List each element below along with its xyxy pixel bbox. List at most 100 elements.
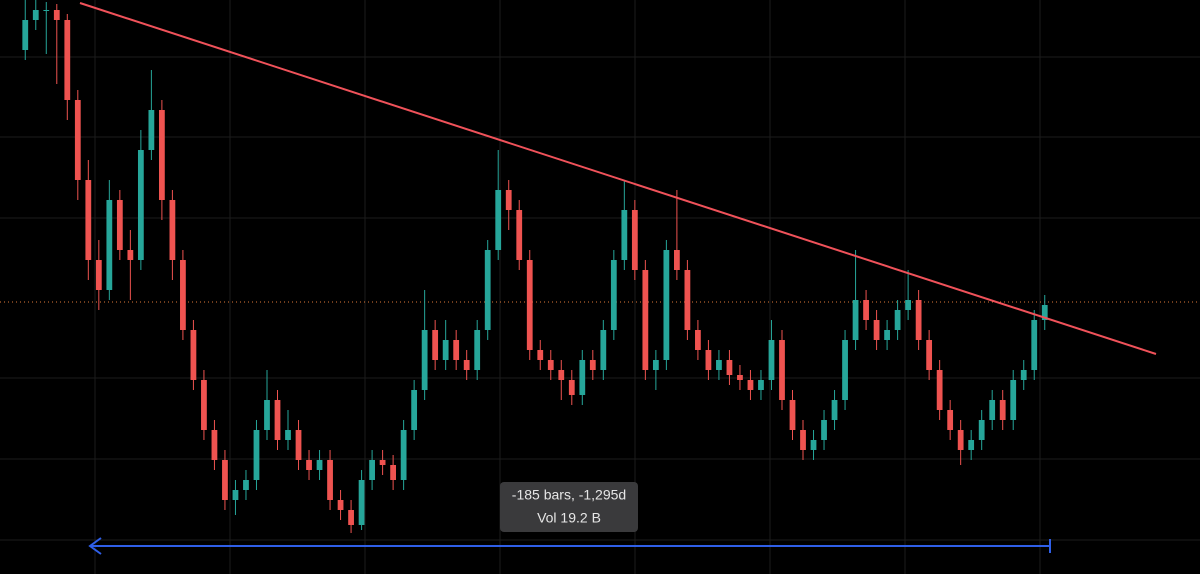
candle-body: [442, 340, 449, 360]
candle-body: [211, 430, 218, 460]
candle-body: [390, 465, 397, 480]
candle-body: [327, 460, 333, 500]
candle-body: [852, 300, 859, 340]
measure-tooltip: -185 bars, -1,295d Vol 19.2 B: [500, 482, 638, 532]
candle-body: [526, 260, 533, 350]
candle-body: [1031, 320, 1038, 370]
candle-body: [758, 380, 764, 390]
candle-body: [158, 110, 165, 200]
candle-body: [495, 190, 502, 250]
candle-body: [747, 380, 754, 390]
measure-arrow[interactable]: [88, 537, 1051, 555]
candle-body: [148, 110, 155, 150]
candle-body: [1010, 380, 1017, 420]
candle-body: [369, 460, 375, 480]
candle-body: [631, 210, 638, 270]
candle-body: [421, 330, 428, 390]
candle-body: [285, 430, 291, 440]
arrow-head: [88, 537, 102, 555]
candle-body: [915, 300, 922, 340]
candle-body: [116, 200, 123, 250]
candle-body: [253, 430, 260, 480]
candle-body: [610, 260, 617, 330]
candle-body: [779, 340, 785, 400]
candle-body: [989, 400, 996, 420]
candle-body: [316, 460, 323, 470]
candle-body: [169, 200, 176, 260]
candle-body: [127, 250, 134, 260]
candles: [22, 0, 1048, 533]
candle-body: [358, 480, 365, 525]
candle-body: [474, 330, 481, 370]
candle-body: [274, 400, 281, 440]
candle-body: [137, 150, 144, 260]
candle-body: [589, 360, 596, 370]
candle-body: [484, 250, 491, 330]
candle-body: [999, 400, 1006, 420]
candle-body: [74, 100, 81, 180]
candle-body: [621, 210, 628, 260]
candle-body: [579, 360, 586, 395]
candle-body: [800, 430, 806, 450]
candle-body: [695, 330, 701, 350]
candle-body: [568, 380, 575, 395]
candle-body: [232, 490, 239, 500]
tooltip-line: Vol 19.2 B: [537, 510, 601, 526]
candle-body: [264, 400, 270, 430]
candle-body: [652, 360, 659, 370]
candle-body: [957, 430, 964, 450]
candle-body: [926, 340, 933, 370]
candle-body: [243, 480, 249, 490]
candle-body: [978, 420, 985, 440]
trend-line[interactable]: [79, 2, 1157, 355]
candle-body: [432, 330, 439, 360]
candle-body: [64, 20, 71, 100]
candle-body: [400, 430, 407, 480]
candle-body: [1020, 370, 1027, 380]
candle-body: [106, 200, 113, 290]
candle-body: [673, 250, 680, 270]
candle-body: [684, 270, 691, 330]
candle-body: [337, 500, 344, 510]
candle-body: [180, 260, 186, 330]
candle-body: [810, 440, 817, 450]
candle-body: [821, 420, 827, 440]
candle-body: [53, 10, 60, 20]
candle-body: [663, 250, 670, 360]
candle-body: [85, 180, 92, 260]
candle-body: [558, 370, 565, 380]
candle-body: [32, 10, 39, 20]
candle-body: [43, 10, 50, 11]
candle-body: [95, 260, 102, 290]
candle-body: [894, 310, 901, 330]
candle-body: [737, 375, 743, 380]
candle-body: [190, 330, 197, 380]
candle-body: [768, 340, 775, 380]
candle-body: [505, 190, 512, 210]
candle-body: [516, 210, 523, 260]
candle-body: [600, 330, 607, 370]
candle-body: [411, 390, 418, 430]
candle-body: [306, 460, 312, 470]
tooltip-box: [500, 482, 638, 532]
candle-body: [22, 20, 29, 50]
candle-body: [873, 320, 880, 340]
candle-body: [863, 300, 869, 320]
candle-body: [947, 410, 954, 430]
candle-body: [716, 360, 722, 370]
candle-body: [884, 330, 890, 340]
candle-body: [726, 360, 733, 375]
candle-body: [201, 380, 207, 430]
candle-body: [547, 360, 554, 370]
candle-body: [905, 300, 912, 310]
candle-body: [705, 350, 712, 370]
candle-body: [1041, 305, 1048, 320]
candle-body: [348, 510, 354, 525]
candle-body: [222, 460, 228, 500]
tooltip-line: -185 bars, -1,295d: [512, 487, 626, 503]
candle-body: [831, 400, 838, 420]
candle-body: [789, 400, 796, 430]
